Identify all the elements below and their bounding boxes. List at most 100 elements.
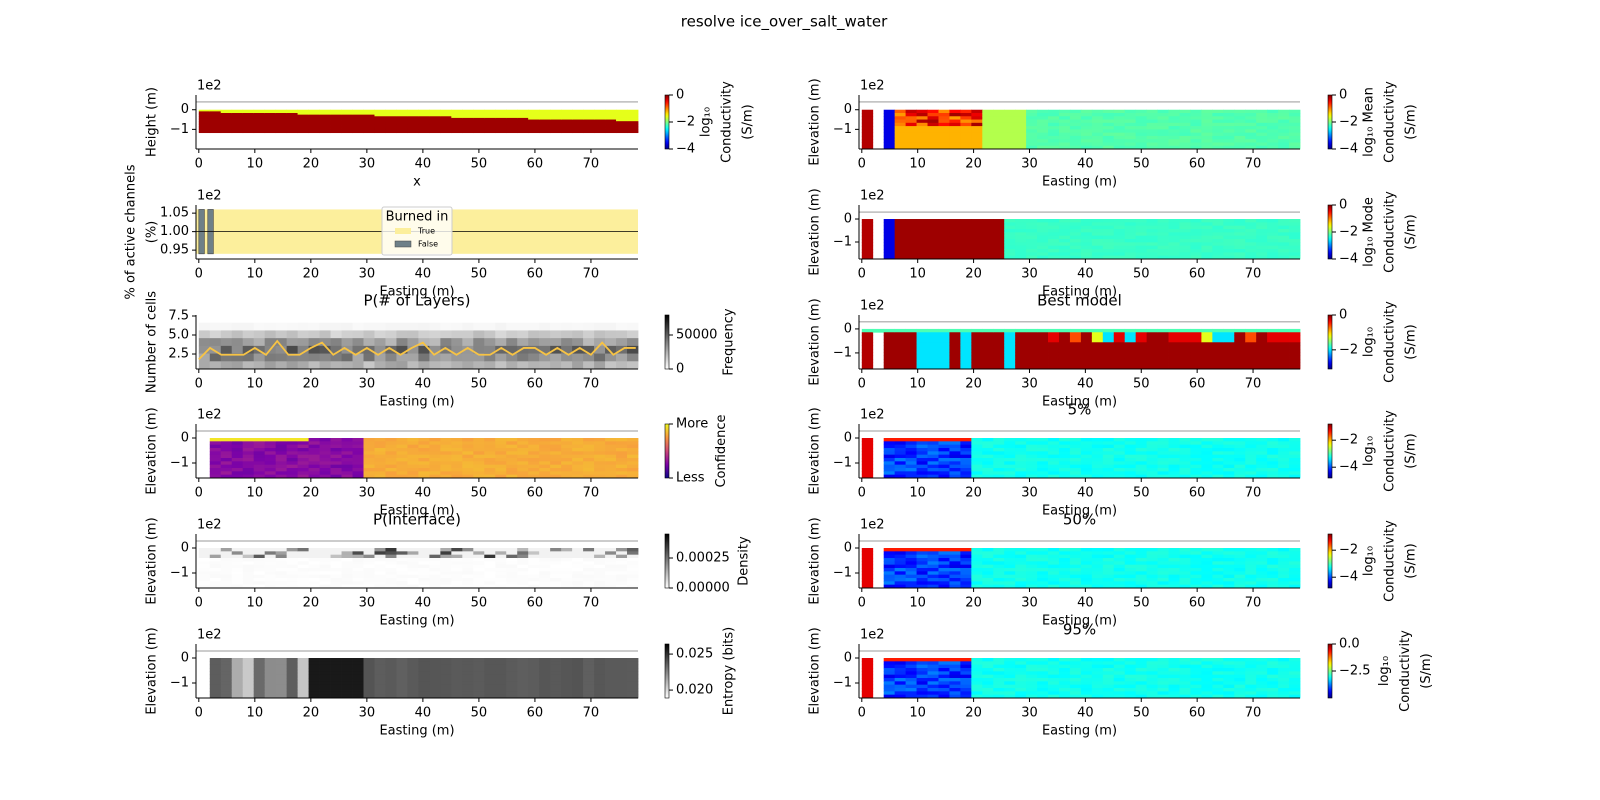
- heatmap-cell: [627, 441, 639, 446]
- heatmap-cell: [1058, 145, 1071, 150]
- heatmap-cell: [264, 109, 277, 112]
- heatmap-cell: [883, 232, 896, 237]
- heatmap-cell: [462, 361, 474, 370]
- heatmap-cell: [616, 131, 628, 134]
- heatmap-cell: [1080, 548, 1093, 552]
- heatmap-cell: [242, 119, 255, 122]
- heatmap-cell: [198, 548, 211, 552]
- heatmap-cell: [539, 571, 551, 576]
- heatmap-cell: [1179, 232, 1191, 237]
- heatmap-cell: [341, 353, 353, 362]
- heatmap-cell: [220, 464, 233, 469]
- heatmap-cell: [1256, 558, 1268, 562]
- heatmap-cell: [473, 664, 485, 669]
- heatmap-cell: [297, 113, 310, 116]
- heatmap-cell: [1212, 458, 1224, 462]
- heatmap-cell: [418, 330, 430, 339]
- heatmap-cell: [352, 578, 364, 582]
- heatmap-cell: [451, 117, 463, 120]
- heatmap-cell: [1278, 122, 1290, 127]
- heatmap-cell: [1080, 122, 1093, 127]
- heatmap-cell: [1048, 222, 1060, 227]
- heatmap-cell: [330, 127, 342, 130]
- heatmap-cell: [264, 571, 277, 576]
- heatmap-cell: [517, 678, 529, 682]
- heatmap-cell: [982, 458, 994, 462]
- heatmap-cell: [209, 345, 222, 354]
- heatmap-cell: [1026, 448, 1038, 452]
- heatmap-cell: [916, 438, 928, 442]
- heatmap-cell: [473, 338, 485, 347]
- heatmap-cell: [440, 474, 452, 479]
- heatmap-cell: [539, 464, 551, 469]
- heatmap-cell: [627, 116, 639, 119]
- heatmap-cell: [627, 688, 639, 692]
- heatmap-cell: [451, 658, 463, 662]
- heatmap-cell: [231, 124, 244, 127]
- heatmap-cell: [916, 342, 928, 347]
- heatmap-cell: [927, 219, 939, 223]
- heatmap-cell: [583, 664, 595, 669]
- heatmap-cell: [583, 688, 595, 692]
- heatmap-cell: [1113, 578, 1126, 582]
- x-tick-label: 30: [359, 157, 376, 172]
- heatmap-cell: [1091, 551, 1104, 556]
- heatmap-cell: [993, 471, 1005, 476]
- heatmap-cell: [396, 361, 408, 370]
- heatmap-cell: [429, 126, 441, 129]
- heatmap-cell: [1058, 342, 1071, 347]
- heatmap-cell: [1135, 561, 1148, 566]
- heatmap-cell: [1278, 448, 1290, 452]
- heatmap-cell: [462, 129, 474, 132]
- heatmap-cell: [1201, 568, 1213, 572]
- heatmap-cell: [209, 353, 222, 362]
- heatmap-cell: [1256, 126, 1268, 130]
- heatmap-cell: [418, 688, 430, 692]
- heatmap-cell: [1223, 468, 1235, 472]
- heatmap-cell: [264, 122, 277, 125]
- heatmap-cell: [352, 551, 364, 556]
- heatmap-cell: [1278, 242, 1290, 247]
- heatmap-cell: [539, 117, 551, 120]
- heatmap-cell: [1234, 471, 1246, 476]
- heatmap-cell: [495, 684, 507, 689]
- heatmap-cell: [561, 129, 573, 132]
- heatmap-cell: [1113, 474, 1126, 479]
- heatmap-cell: [1223, 232, 1235, 237]
- heatmap-cell: [341, 121, 353, 124]
- heatmap-cell: [1015, 229, 1027, 233]
- heatmap-cell: [1102, 471, 1115, 476]
- heatmap-cell: [861, 135, 874, 140]
- heatmap-cell: [495, 454, 507, 459]
- heatmap-cell: [286, 578, 299, 582]
- heatmap-cell: [407, 581, 419, 586]
- heatmap-cell: [495, 448, 507, 452]
- heatmap-cell: [949, 232, 961, 237]
- heatmap-cell: [495, 109, 507, 112]
- heatmap-cell: [1135, 235, 1148, 240]
- heatmap-cell: [1289, 249, 1301, 253]
- heatmap-cell: [1201, 551, 1213, 556]
- heatmap-cell: [583, 129, 595, 132]
- heatmap-cell: [528, 564, 540, 569]
- heatmap-cell: [220, 444, 233, 449]
- heatmap-cell: [242, 561, 255, 566]
- heatmap-cell: [1212, 358, 1224, 363]
- heatmap-cell: [960, 135, 972, 140]
- heatmap-cell: [1015, 345, 1027, 350]
- heatmap-cell: [1069, 139, 1082, 143]
- heatmap-cell: [286, 564, 299, 569]
- heatmap-cell: [1015, 135, 1027, 140]
- heatmap-cell: [1278, 468, 1290, 472]
- heatmap-cell: [385, 694, 397, 699]
- heatmap-cell: [938, 113, 950, 117]
- heatmap-cell: [506, 681, 518, 686]
- x-tick-label: 10: [247, 596, 264, 611]
- heatmap-cell: [517, 674, 529, 679]
- x-tick-label: 70: [583, 706, 600, 721]
- heatmap-cell: [506, 444, 518, 449]
- heatmap-cell: [297, 674, 310, 679]
- heatmap-cell: [528, 668, 540, 672]
- heatmap-cell: [1015, 362, 1027, 367]
- heatmap-cell: [993, 132, 1005, 137]
